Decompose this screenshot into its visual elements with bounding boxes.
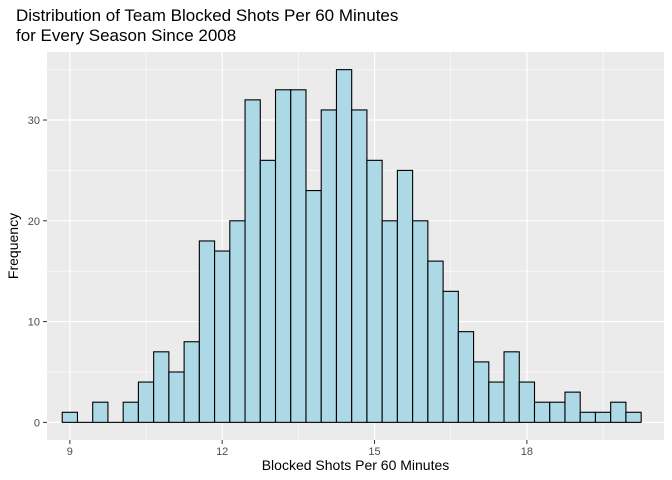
histogram-bar (244, 99, 261, 423)
histogram-bar (427, 260, 444, 423)
histogram-bar (457, 331, 475, 423)
y-axis-label: Frequency (5, 213, 21, 279)
x-tick-label: 15 (368, 446, 380, 458)
histogram-bar (503, 351, 520, 423)
chart-title: Distribution of Team Blocked Shots Per 6… (16, 6, 399, 45)
y-tick-label: 10 (28, 317, 40, 329)
histogram-bar (274, 89, 292, 423)
x-tick-label: 9 (67, 446, 73, 458)
y-tick-label: 20 (28, 216, 40, 228)
histogram-bar (564, 391, 581, 423)
histogram-bar (473, 361, 490, 423)
histogram-bar (396, 169, 414, 423)
histogram-bar (198, 240, 216, 423)
histogram-bar (153, 351, 170, 423)
y-tick-label: 0 (34, 417, 40, 429)
histogram-bar (579, 411, 596, 423)
y-axis-ticks: 0 10 20 30 (28, 115, 47, 429)
histogram-bar (320, 109, 338, 423)
histogram-bar (290, 89, 307, 423)
histogram-bar (214, 250, 231, 423)
histogram-bar (137, 381, 155, 423)
histogram-bar (518, 381, 536, 423)
histogram-bars (61, 69, 642, 423)
histogram-bar (259, 159, 277, 423)
histogram-bar (351, 109, 368, 423)
histogram-bar (61, 411, 79, 423)
histogram-bar (92, 401, 109, 423)
histogram-bar (168, 371, 185, 423)
histogram-bar (305, 190, 322, 423)
histogram-bar (610, 401, 627, 423)
histogram-bar (335, 69, 353, 423)
histogram-bar (625, 411, 642, 423)
histogram-bar (366, 159, 383, 423)
histogram-bar (488, 381, 505, 423)
histogram-bar (594, 411, 612, 423)
histogram-bar (533, 401, 551, 423)
histogram-bar (412, 220, 429, 423)
x-axis-label: Blocked Shots Per 60 Minutes (262, 457, 450, 473)
histogram-bar (381, 220, 398, 423)
histogram-bar (442, 290, 459, 423)
x-tick-label: 12 (216, 446, 228, 458)
histogram-bar (549, 401, 566, 423)
x-tick-label: 18 (521, 446, 533, 458)
histogram-bar (122, 401, 139, 423)
y-tick-label: 30 (28, 115, 40, 127)
histogram-bar (229, 220, 246, 423)
histogram-bar (183, 341, 200, 423)
x-axis-ticks: 9 12 15 18 (67, 440, 533, 458)
